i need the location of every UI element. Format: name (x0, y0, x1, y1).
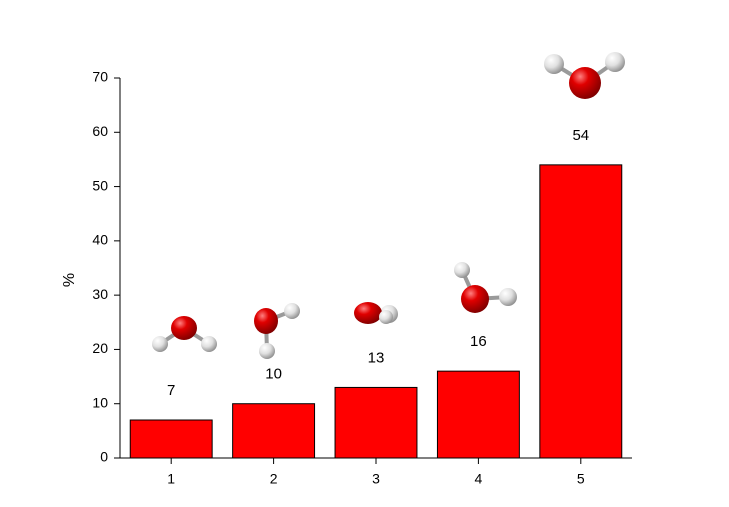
y-axis-label: % (61, 273, 78, 287)
bar (539, 164, 623, 459)
molecule (454, 262, 517, 313)
molecule (152, 316, 217, 352)
x-tick-label: 1 (167, 471, 175, 487)
value-label: 54 (572, 127, 589, 144)
molecule-icons (152, 52, 625, 359)
x-tick-label: 4 (475, 471, 483, 487)
value-label: 10 (265, 366, 282, 383)
bar (334, 386, 418, 459)
value-label: 13 (368, 349, 385, 366)
y-tick-label: 0 (100, 449, 108, 465)
molecule (354, 302, 398, 324)
y-tick-label: 20 (92, 340, 108, 356)
x-tick-label: 5 (577, 471, 585, 487)
y-tick-label: 30 (92, 286, 108, 302)
x-tick-label: 3 (372, 471, 380, 487)
y-tick-label: 70 (92, 69, 108, 85)
y-tick-label: 50 (92, 177, 108, 193)
molecule (544, 52, 625, 99)
bar (232, 403, 316, 459)
bar (436, 370, 520, 459)
y-tick-label: 40 (92, 232, 108, 248)
y-tick-label: 60 (92, 123, 108, 139)
y-tick-label: 10 (92, 394, 108, 410)
value-label: 16 (470, 333, 487, 350)
x-tick-label: 2 (270, 471, 278, 487)
molecule (254, 303, 300, 359)
value-label: 7 (167, 382, 175, 399)
bar (129, 419, 213, 459)
